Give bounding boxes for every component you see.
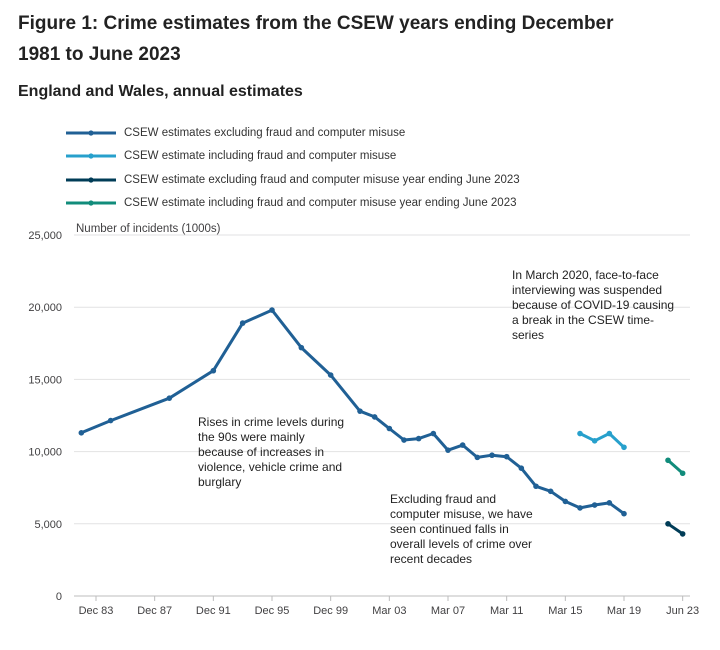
- legend-item-incl-jun23[interactable]: CSEW estimate including fraud and comput…: [66, 192, 520, 216]
- data-point[interactable]: [327, 372, 334, 378]
- data-point[interactable]: [401, 437, 407, 443]
- annotation-covid-line-4: a break in the CSEW time-: [512, 313, 654, 327]
- chart-legend: CSEW estimates excluding fraud and compu…: [66, 121, 520, 215]
- data-point[interactable]: [459, 442, 466, 448]
- y-axis: 0 5,000 10,000 15,000 20,000 25,000: [28, 230, 62, 603]
- data-point[interactable]: [357, 408, 363, 414]
- data-point[interactable]: [298, 344, 305, 351]
- annotation-falls-line-4: overall levels of crime over: [390, 537, 532, 551]
- annotation-90s-rises: Rises in crime levels during the 90s wer…: [198, 415, 347, 489]
- data-point[interactable]: [474, 454, 481, 461]
- data-point[interactable]: [386, 425, 393, 432]
- data-point[interactable]: [562, 498, 569, 505]
- series-2: [665, 521, 686, 537]
- annotation-falls-line-5: recent decades: [390, 552, 472, 566]
- chart-subtitle: England and Wales, annual estimates: [18, 83, 303, 100]
- legend-swatch-excl-jun23: [66, 177, 116, 183]
- annotation-90s-line-1: Rises in crime levels during: [198, 415, 344, 429]
- data-point[interactable]: [547, 488, 554, 495]
- y-tick-label: 5,000: [34, 519, 62, 531]
- data-point[interactable]: [239, 320, 246, 326]
- annotation-90s-line-5: burglary: [198, 475, 241, 489]
- data-point[interactable]: [415, 435, 422, 442]
- annotation-covid-line-3: because of COVID-19 causing: [512, 298, 674, 312]
- annotation-continued-falls: Excluding fraud and computer misuse, we …: [390, 492, 536, 566]
- data-point[interactable]: [269, 307, 275, 313]
- annotation-falls-line-1: Excluding fraud and: [390, 492, 496, 506]
- y-tick-label: 0: [56, 591, 62, 603]
- series-3: [665, 457, 686, 477]
- annotation-covid-line-2: interviewing was suspended: [512, 283, 662, 297]
- annotation-covid-break: In March 2020, face-to-face interviewing…: [512, 268, 677, 342]
- data-point[interactable]: [518, 465, 525, 472]
- data-point[interactable]: [577, 430, 583, 437]
- legend-label-incl-jun23: CSEW estimate including fraud and comput…: [124, 197, 517, 210]
- x-tick-label: Mar 07: [431, 605, 465, 617]
- data-point[interactable]: [591, 502, 598, 508]
- data-point[interactable]: [665, 457, 671, 464]
- legend-label-incl: CSEW estimate including fraud and comput…: [124, 150, 397, 163]
- annotation-90s-line-3: because of increases in: [198, 445, 324, 459]
- data-point[interactable]: [577, 505, 583, 511]
- data-point[interactable]: [210, 367, 217, 374]
- legend-label-excl-jun23: CSEW estimate excluding fraud and comput…: [124, 173, 520, 186]
- legend-item-incl[interactable]: CSEW estimate including fraud and comput…: [66, 145, 520, 169]
- y-tick-label: 20,000: [28, 302, 62, 314]
- data-point[interactable]: [606, 430, 613, 437]
- annotation-90s-line-2: the 90s were mainly: [198, 430, 305, 444]
- annotation-90s-line-4: violence, vehicle crime and: [198, 460, 342, 474]
- data-point[interactable]: [533, 483, 539, 490]
- x-tick-label: Jun 23: [666, 605, 699, 617]
- legend-swatch-incl: [66, 153, 116, 159]
- series-line[interactable]: [666, 522, 685, 536]
- data-point[interactable]: [371, 414, 378, 420]
- y-tick-label: 25,000: [28, 230, 62, 242]
- series-line[interactable]: [666, 458, 685, 475]
- data-point[interactable]: [665, 521, 671, 527]
- data-point[interactable]: [679, 470, 686, 477]
- annotation-covid-line-1: In March 2020, face-to-face: [512, 268, 659, 282]
- x-tick-label: Dec 87: [137, 605, 172, 617]
- x-tick-label: Mar 15: [548, 605, 582, 617]
- data-point[interactable]: [78, 430, 85, 436]
- y-tick-label: 15,000: [28, 374, 62, 386]
- x-tick-label: Dec 99: [313, 605, 348, 617]
- data-point[interactable]: [445, 447, 451, 453]
- data-point[interactable]: [679, 531, 686, 537]
- series: [78, 307, 686, 537]
- x-tick-label: Dec 83: [79, 605, 114, 617]
- data-point[interactable]: [166, 395, 173, 401]
- legend-swatch-incl-jun23: [66, 200, 116, 206]
- x-tick-label: Dec 95: [255, 605, 290, 617]
- data-point[interactable]: [489, 452, 495, 459]
- chart-title: Figure 1: Crime estimates from the CSEW …: [18, 13, 614, 65]
- x-tick-label: Mar 19: [607, 605, 641, 617]
- series-line[interactable]: [578, 432, 626, 449]
- annotation-falls-line-2: computer misuse, we have: [390, 507, 533, 521]
- x-tick-label: Mar 11: [490, 605, 523, 617]
- y-tick-label: 10,000: [28, 447, 62, 459]
- data-point[interactable]: [503, 453, 510, 460]
- x-axis: Dec 83 Dec 87 Dec 91 Dec 95 Dec 99 Mar 03 Mar …: [79, 596, 699, 617]
- legend-swatch-excl: [66, 130, 116, 136]
- data-point[interactable]: [621, 510, 627, 517]
- data-point[interactable]: [591, 437, 598, 444]
- series-0: [78, 307, 627, 517]
- x-tick-label: Dec 91: [196, 605, 231, 617]
- legend-item-excl-jun23[interactable]: CSEW estimate excluding fraud and comput…: [66, 168, 520, 192]
- annotation-falls-line-3: seen continued falls in: [390, 522, 509, 536]
- gridlines: [74, 234, 690, 597]
- legend-label-excl: CSEW estimates excluding fraud and compu…: [124, 126, 406, 139]
- y-axis-title: Number of incidents (1000s): [76, 223, 221, 235]
- legend-item-excl[interactable]: CSEW estimates excluding fraud and compu…: [66, 121, 520, 145]
- data-point[interactable]: [430, 430, 437, 437]
- x-tick-label: Mar 03: [372, 605, 406, 617]
- annotation-covid-line-5: series: [512, 328, 544, 342]
- data-point[interactable]: [621, 444, 627, 451]
- series-1: [577, 430, 627, 451]
- data-point[interactable]: [107, 417, 114, 424]
- data-point[interactable]: [606, 500, 613, 506]
